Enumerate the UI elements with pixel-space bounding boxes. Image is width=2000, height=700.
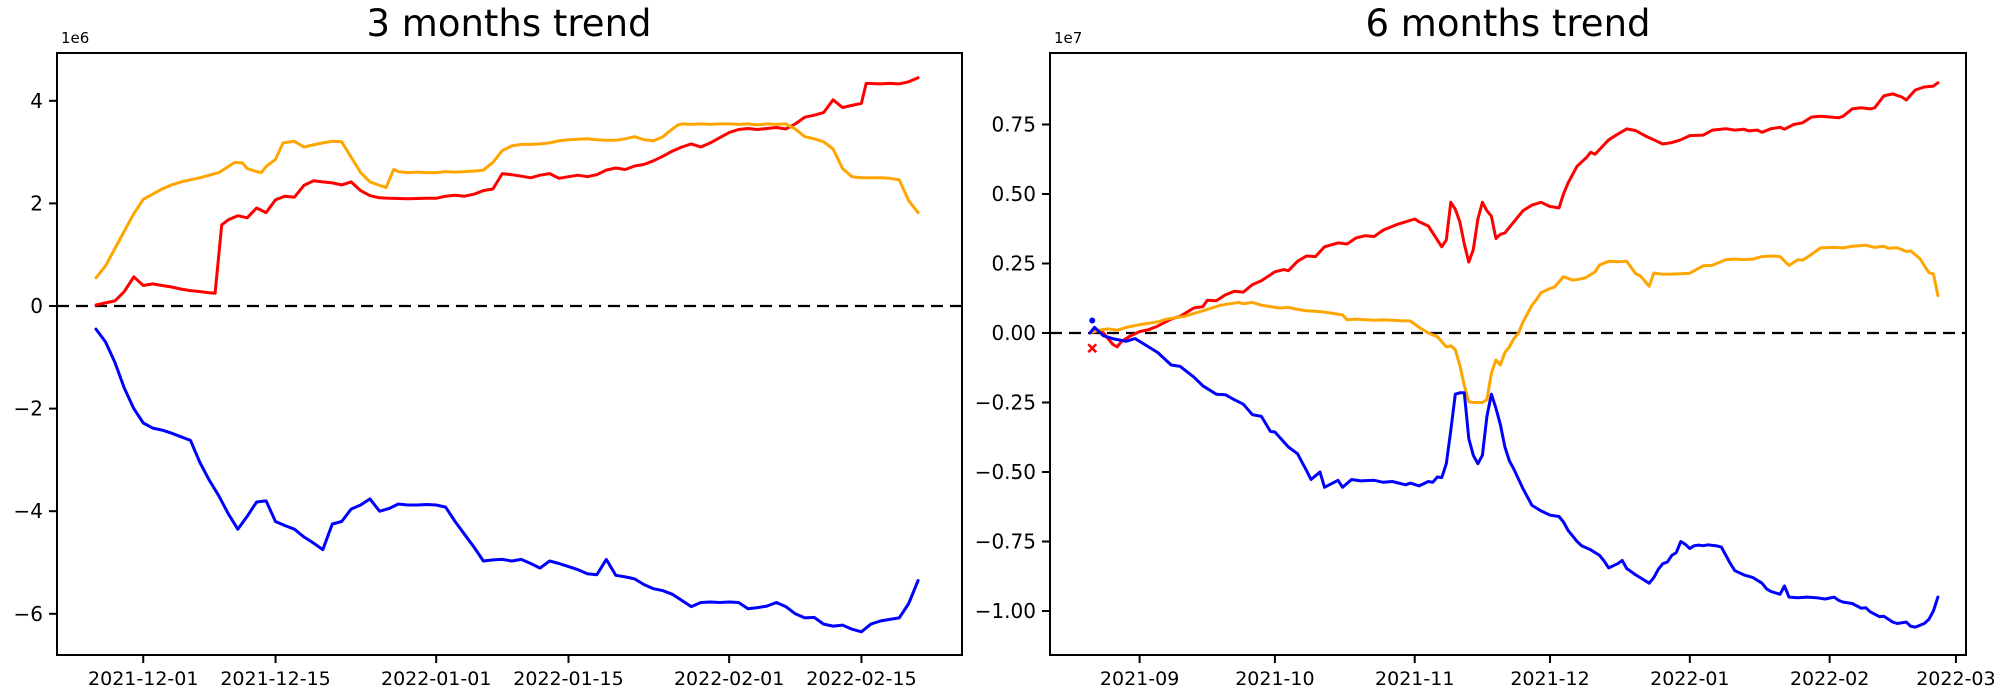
y-tick-label: −0.75 (975, 530, 1036, 554)
x-tick-label: 2021-12-15 (220, 668, 330, 690)
x-tick-label: 2021-09 (1100, 668, 1179, 690)
x-tick-label: 2021-12-01 (88, 668, 198, 690)
y-tick-label: 0.25 (991, 252, 1036, 276)
y-tick-label: −0.50 (975, 460, 1036, 484)
x-tick-label: 2022-01 (1650, 668, 1729, 690)
y-axis-offset-label-1e7: 1e7 (1054, 29, 1083, 47)
y-tick-label: 0 (30, 294, 43, 318)
x-tick-label: 2022-02-15 (806, 668, 916, 690)
x-tick-label: 2021-12 (1510, 668, 1589, 690)
y-tick-label: −4 (14, 499, 43, 523)
y-tick-label: −1.00 (975, 599, 1036, 623)
x-tick-label: 2022-03 (1916, 668, 1995, 690)
y-tick-label: 4 (30, 89, 43, 113)
x-tick-label: 2022-01-15 (513, 668, 623, 690)
y-tick-label: 0.50 (991, 182, 1036, 206)
x-tick-label: 2022-01-01 (381, 668, 491, 690)
x-tick-label: 2021-11 (1375, 668, 1454, 690)
x-tick-label: 2022-02-01 (674, 668, 784, 690)
chart-title-6-months: 6 months trend (1365, 2, 1651, 45)
y-tick-label: −0.25 (975, 391, 1036, 415)
chart-title-3-months: 3 months trend (366, 2, 652, 45)
y-tick-label: 0.75 (991, 113, 1036, 137)
series-red-line (1088, 81, 1940, 349)
series-blue-line (94, 327, 920, 634)
x-tick-label: 2021-10 (1235, 668, 1314, 690)
start-dot-marker (1089, 317, 1096, 324)
axes-frame (56, 52, 963, 656)
series-red-line (94, 76, 920, 307)
y-tick-label: 0.00 (991, 321, 1036, 345)
series-blue-line (1088, 325, 1940, 629)
y-tick-label: 2 (30, 191, 43, 215)
series-orange-line (94, 122, 920, 280)
series-orange-line (1088, 243, 1940, 404)
axes-frame (1049, 52, 1967, 656)
y-tick-label: −6 (14, 602, 43, 626)
start-x-marker (1087, 343, 1098, 354)
x-tick-label: 2022-02 (1790, 668, 1869, 690)
y-tick-label: −2 (14, 397, 43, 421)
y-axis-offset-label-1e6: 1e6 (61, 29, 90, 47)
